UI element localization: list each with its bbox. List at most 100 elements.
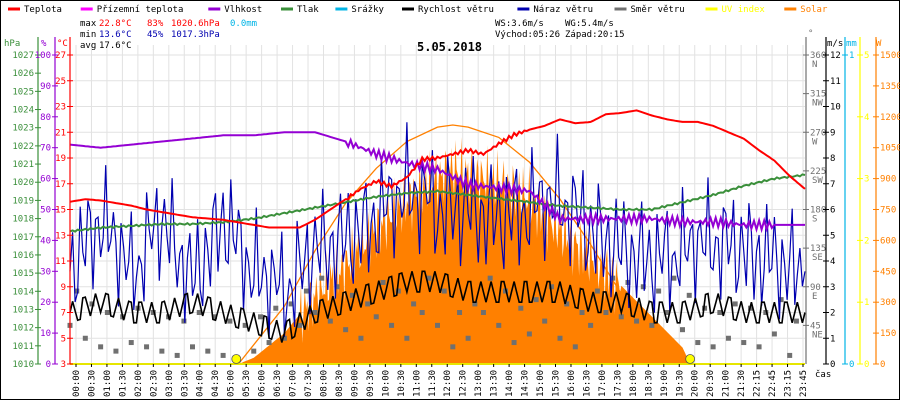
wind-direction-point	[327, 318, 333, 324]
pressure-axis-tick-label: 1014	[12, 287, 34, 297]
wind-speed-axis-tick-label: 12	[830, 51, 841, 61]
wind-dir-axis-tick-dir: NW	[812, 99, 823, 109]
wind-dir-axis-tick-dir: S	[812, 215, 817, 225]
solar-axis-tick-label: 150	[880, 329, 896, 339]
x-tick-label: 23:45	[799, 370, 809, 397]
wind-direction-point	[251, 348, 257, 354]
wind-speed-axis-tick-label: 10	[830, 103, 841, 113]
wind-direction-point	[640, 284, 646, 290]
wind-direction-point	[496, 322, 502, 328]
wind-direction-point	[710, 344, 716, 350]
wind-direction-point	[220, 352, 226, 358]
wind-direction-point	[273, 305, 279, 311]
wind-speed-axis-tick-label: 1	[830, 334, 835, 344]
rain-axis-tick-label: 0	[849, 360, 854, 370]
wind-direction-point	[741, 340, 747, 346]
wind-direction-point	[74, 288, 80, 294]
pressure-line	[69, 173, 806, 233]
solar-axis-tick-label: 750	[880, 206, 896, 216]
humidity-axis-tick-label: 20	[40, 298, 51, 308]
x-tick-label: 15:00	[536, 370, 546, 397]
x-tick-label: 16:00	[567, 370, 577, 397]
wind-speed-axis-tick-label: 0	[830, 360, 835, 370]
legend-label: Náraz větru	[533, 5, 593, 15]
stat-max-press: 1020.6hPa	[171, 19, 220, 29]
wind-direction-point	[426, 275, 432, 281]
series-lines	[69, 109, 806, 365]
wind-direction-point	[349, 292, 355, 298]
uv-axis-tick-label: 0	[864, 360, 869, 370]
legend-label: Vlhkost	[224, 5, 262, 15]
pressure-axis-tick-label: 1021	[12, 160, 34, 170]
pressure-axis-tick-label: 1022	[12, 142, 34, 152]
x-tick-label: 05:00	[227, 370, 237, 397]
x-tick-label: 14:30	[521, 370, 531, 397]
wind-direction-point	[564, 301, 570, 307]
humidity-line	[69, 131, 805, 234]
x-tick-label: 00:00	[72, 370, 82, 397]
humidity-axis-tick-label: 30	[40, 267, 51, 277]
legend-label: UV index	[722, 5, 766, 15]
x-tick-label: 08:30	[335, 370, 345, 397]
pressure-axis-tick-label: 1018	[12, 215, 34, 225]
humidity-axis-tick-label: 60	[40, 175, 51, 185]
wind-direction-point	[732, 301, 738, 307]
humidity-axis-tick-label: 100	[35, 51, 51, 61]
wind-direction-point	[572, 344, 578, 350]
legend-label: Srážky	[351, 5, 384, 15]
uv-axis-tick-label: 5	[864, 51, 869, 61]
x-tick-label: 08:00	[319, 370, 329, 397]
wind-direction-point	[104, 310, 110, 315]
x-tick-label: 07:00	[289, 370, 299, 397]
x-axis-label: čas	[815, 369, 831, 380]
x-tick-label: 19:00	[660, 370, 670, 397]
wind-dir-axis-tick-label: 135	[810, 244, 826, 254]
wind-direction-point	[480, 310, 486, 315]
solar-area-fill	[70, 137, 805, 364]
stat-max-hum: 83%	[147, 19, 164, 29]
stat-min-hum: 45%	[147, 30, 164, 40]
wind-direction-point	[594, 288, 600, 294]
temperature-axis-tick-label: 21	[55, 128, 66, 138]
temperature-axis-tick-label: 3	[61, 360, 66, 370]
x-tick-label: 01:30	[118, 370, 128, 397]
wind-direction-point	[634, 318, 640, 324]
humidity-axis-tick-label: 40	[40, 236, 51, 246]
info-ws: WS:3.6m/s	[495, 19, 544, 29]
solar-axis-tick-label: 0	[880, 360, 885, 370]
temperature-axis-tick-label: 19	[55, 154, 66, 164]
solar-axis-tick-label: 450	[880, 267, 896, 277]
wind-direction-point	[181, 318, 187, 324]
wind-direction-point	[686, 292, 692, 298]
pressure-axis-tick-label: 1012	[12, 324, 34, 334]
wind-direction-point	[557, 335, 563, 341]
wind-speed-axis-tick-label: 8	[830, 154, 835, 164]
x-tick-label: 21:00	[722, 370, 732, 397]
legend-label: Teplota	[24, 5, 62, 15]
solar-max-line	[237, 124, 691, 365]
x-tick-label: 17:30	[613, 370, 623, 397]
stat-max-rain: 0.0mm	[230, 19, 257, 29]
legend-label: Solar	[800, 5, 828, 15]
stat-min-temp: 13.6°C	[99, 30, 132, 40]
wind-dir-axis-tick-label: 225	[810, 167, 826, 177]
x-tick-label: 19:30	[675, 370, 685, 397]
header: max 22.8°C 83% 1020.6hPa 0.0mm min 13.6°C 45% 10…	[80, 19, 625, 54]
wind-speed-axis-tick-label: 11	[830, 77, 841, 87]
wind-dir-axis-tick-dir: SW	[812, 176, 823, 186]
wind-direction-point	[725, 335, 731, 341]
wind-direction-point	[756, 344, 762, 350]
x-tick-label: 11:00	[412, 370, 422, 397]
wind-direction-point	[365, 301, 371, 307]
pressure-axis-tick-label: 1025	[12, 87, 34, 97]
temperature-axis-tick-label: 17	[55, 180, 66, 190]
wind-direction-point	[389, 322, 395, 328]
solar-axis-tick-label: 1500	[880, 51, 900, 61]
wind-direction-point	[319, 275, 325, 281]
wind-gust-line	[69, 122, 806, 339]
wind-direction-point	[159, 348, 165, 354]
wind-direction-point	[579, 310, 585, 315]
pressure-axis-tick-label: 1016	[12, 251, 34, 261]
wind-dir-axis-tick-label: 90	[810, 283, 821, 293]
pressure-axis-tick-label: 1019	[12, 196, 34, 206]
